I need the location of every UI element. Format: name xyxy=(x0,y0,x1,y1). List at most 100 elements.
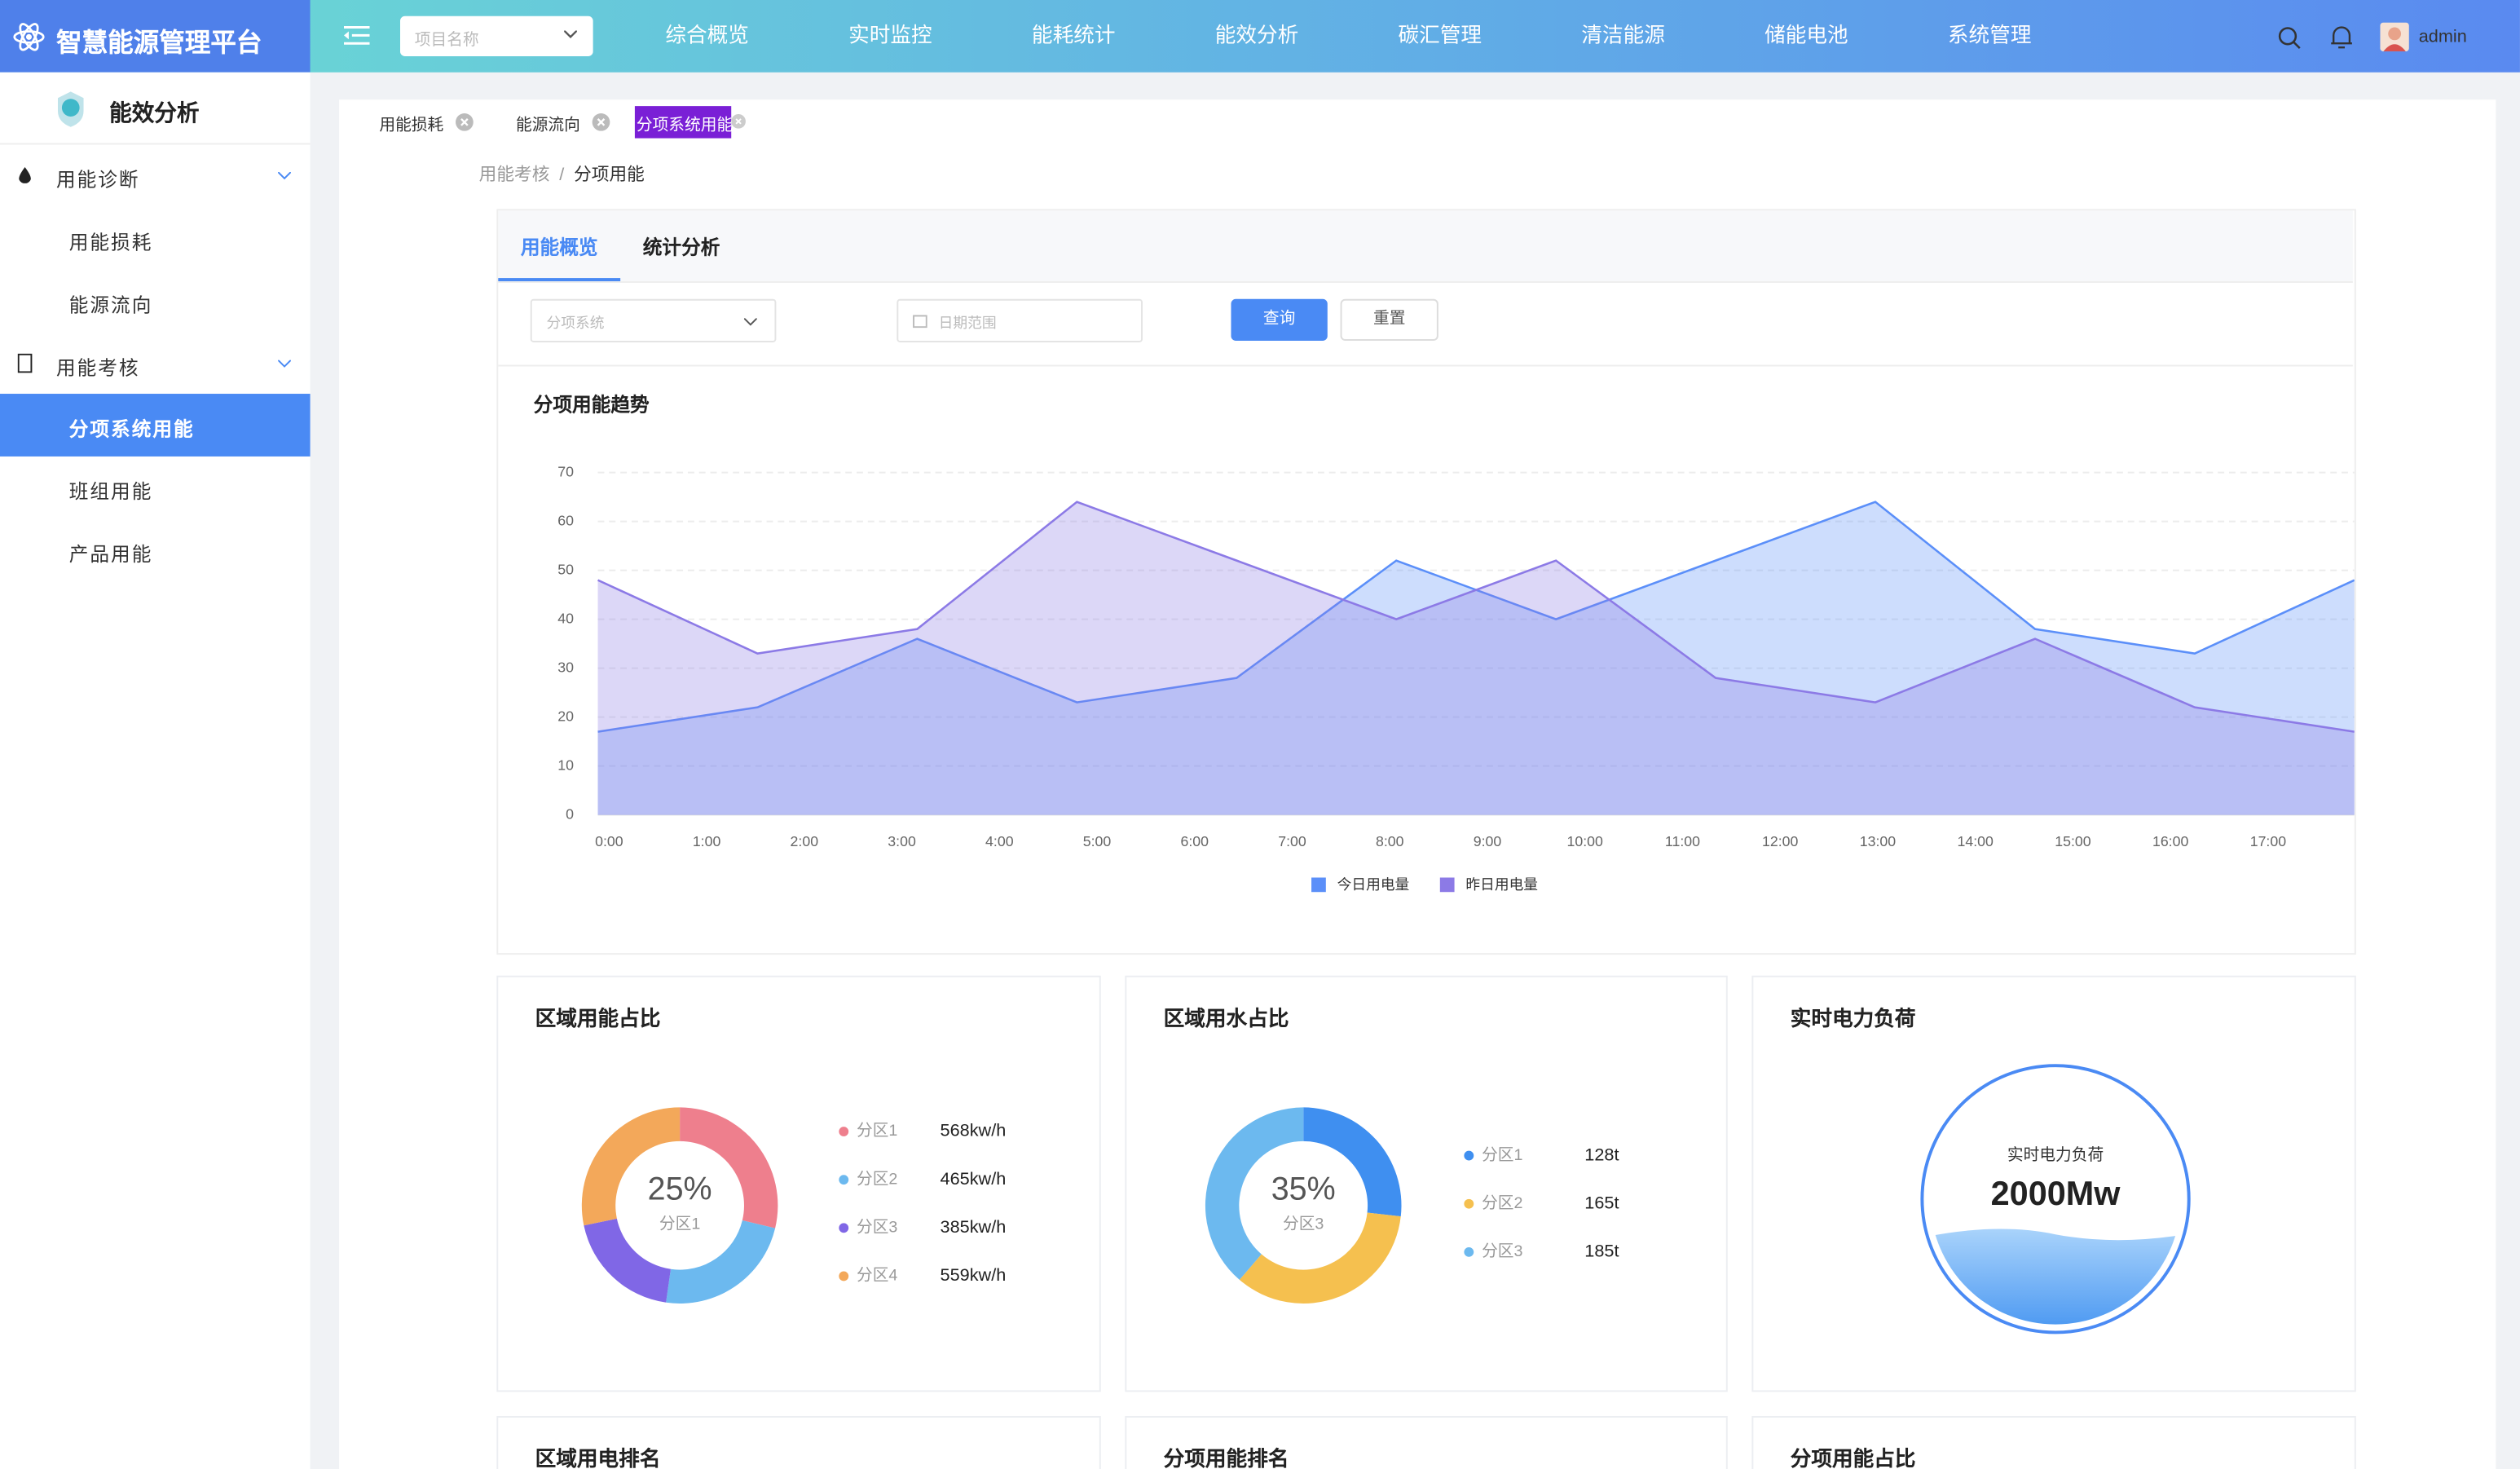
page-tab-label: 分项系统用能 xyxy=(636,117,734,135)
sidebar-divider xyxy=(0,143,311,145)
nav-item-active[interactable]: 能效分析 xyxy=(1176,10,1337,61)
gauge: 实时电力负荷 2000Mw xyxy=(1920,1064,2191,1334)
area xyxy=(597,501,2355,815)
user-name[interactable]: admin xyxy=(2418,27,2467,47)
nav-item[interactable]: 综合概览 xyxy=(627,10,787,61)
donut-chart: 分区1 128t 分区2 165t 分区3 185t 35% 分区3 xyxy=(1205,1107,1619,1304)
select-arrow xyxy=(564,30,577,39)
nav-item[interactable]: 储能电池 xyxy=(1726,10,1887,61)
search-icon[interactable] xyxy=(2277,26,2302,51)
nav-label: 清洁能源 xyxy=(1581,22,1665,47)
card-title: 分项用能排名 xyxy=(1163,1446,1289,1469)
menu-group[interactable]: 用能诊断 xyxy=(56,169,140,192)
nav-label: 综合概览 xyxy=(665,22,749,47)
menu-item[interactable]: 产品用能 xyxy=(68,543,153,567)
nav-item[interactable]: 实时监控 xyxy=(810,10,971,61)
app-title: 智慧能源管理平台 xyxy=(56,30,262,58)
bell-icon[interactable] xyxy=(2330,24,2353,51)
rank-card: 区域用电排名 xyxy=(496,1415,1101,1469)
x-tick-label: 0:00 xyxy=(595,833,623,849)
data-label: 165t xyxy=(1584,1192,1619,1212)
x-tick-label: 1:00 xyxy=(693,833,721,849)
line xyxy=(597,501,2355,733)
sidebar-title: 能效分析 xyxy=(109,99,200,126)
select-arrow xyxy=(743,318,757,326)
page-tab[interactable]: 能源流向 xyxy=(515,117,580,135)
gauge-label: 实时电力负荷 xyxy=(2007,1146,2104,1164)
x-tick-label: 6:00 xyxy=(1181,833,1209,849)
page-tab-active[interactable] xyxy=(634,106,732,139)
water-card: 区域用水占比 分区1 128t 分区2 165t 分区3 185t 35% 分区3 xyxy=(1125,975,1728,1392)
y-tick-label: 50 xyxy=(557,561,574,577)
nav-item[interactable]: 能耗统计 xyxy=(993,10,1154,61)
y-tick-label: 10 xyxy=(557,757,574,773)
y-tick-label: 20 xyxy=(557,708,574,724)
project-placeholder: 项目名称 xyxy=(414,32,479,51)
x-tick-label: 2:00 xyxy=(791,833,819,849)
x-tick-label: 4:00 xyxy=(985,833,1014,849)
tab-close[interactable] xyxy=(455,112,474,132)
legend-label: 分区4 xyxy=(857,1267,897,1285)
rank-card: 分项用能排名 xyxy=(1125,1415,1728,1469)
breadcrumb-item[interactable]: 用能考核 xyxy=(478,165,550,185)
x-tick-label: 15:00 xyxy=(2055,833,2091,849)
x-tick-label: 3:00 xyxy=(888,833,916,849)
x-tick-label: 9:00 xyxy=(1474,833,1502,849)
y-tick-label: 0 xyxy=(566,805,574,822)
chart-title: 分项用能趋势 xyxy=(533,394,650,417)
menu-group[interactable]: 用能考核 xyxy=(56,356,140,380)
tab-close[interactable] xyxy=(592,112,611,132)
legend-dot xyxy=(839,1223,849,1233)
center-value: 25% xyxy=(648,1171,712,1207)
legend-dot xyxy=(1464,1246,1474,1257)
center-label: 分区3 xyxy=(1283,1215,1324,1233)
legend-label: 分区2 xyxy=(1482,1194,1522,1212)
card-title: 区域用水占比 xyxy=(1163,1006,1289,1030)
group-icon xyxy=(19,167,31,183)
card-tab[interactable]: 统计分析 xyxy=(642,236,720,259)
x-tick-label: 5:00 xyxy=(1083,833,1112,849)
x-tick-label: 14:00 xyxy=(1957,833,1994,849)
y-tick-label: 30 xyxy=(557,659,574,675)
card-title: 区域用电排名 xyxy=(535,1446,661,1469)
nav-label: 能效分析 xyxy=(1214,22,1299,47)
calendar-icon xyxy=(913,315,927,329)
y-tick-label: 40 xyxy=(557,610,574,626)
legend-dot xyxy=(839,1271,849,1282)
menu-item-active-bg[interactable] xyxy=(0,394,311,457)
legend-swatch xyxy=(1311,877,1326,893)
menu-toggle[interactable] xyxy=(343,24,370,47)
area xyxy=(597,501,2355,815)
card-tab-active[interactable]: 用能概览 xyxy=(520,236,598,259)
donut-segment xyxy=(1239,1212,1401,1304)
query-button[interactable]: 查询 xyxy=(1231,298,1328,341)
breadcrumb: 用能考核 / 分项用能 xyxy=(479,161,645,187)
menu-item-active[interactable]: 分项系统用能 xyxy=(68,417,195,441)
menu-item[interactable]: 用能损耗 xyxy=(68,231,153,254)
avatar[interactable] xyxy=(2380,22,2409,52)
donut-segment xyxy=(581,1107,681,1226)
date-range[interactable]: 日期范围 xyxy=(897,298,1143,342)
section-divider xyxy=(498,364,2353,367)
menu-item[interactable]: 班组用能 xyxy=(68,480,153,504)
x-tick-label: 17:00 xyxy=(2250,833,2287,849)
share-card: 分项用能占比 xyxy=(1751,1415,2356,1469)
nav-item[interactable]: 清洁能源 xyxy=(1543,10,1703,61)
project-select[interactable]: 项目名称 xyxy=(400,15,593,57)
sidebar xyxy=(0,72,311,1469)
legend-dot xyxy=(839,1127,849,1136)
nav-item[interactable]: 系统管理 xyxy=(1910,10,2070,61)
tab-close[interactable] xyxy=(731,113,746,129)
x-tick-label: 10:00 xyxy=(1567,833,1604,849)
nav-label: 储能电池 xyxy=(1764,22,1848,47)
system-select[interactable]: 分项系统 xyxy=(530,298,777,342)
page-tab[interactable]: 用能损耗 xyxy=(379,117,444,135)
date-placeholder: 日期范围 xyxy=(938,315,997,332)
logo-icon xyxy=(13,23,45,51)
data-label: 568kw/h xyxy=(941,1120,1007,1140)
menu-item[interactable]: 能源流向 xyxy=(68,293,153,317)
reset-button[interactable]: 重置 xyxy=(1340,298,1438,341)
nav-item[interactable]: 碳汇管理 xyxy=(1359,10,1520,61)
legend-label: 分区3 xyxy=(857,1219,897,1237)
